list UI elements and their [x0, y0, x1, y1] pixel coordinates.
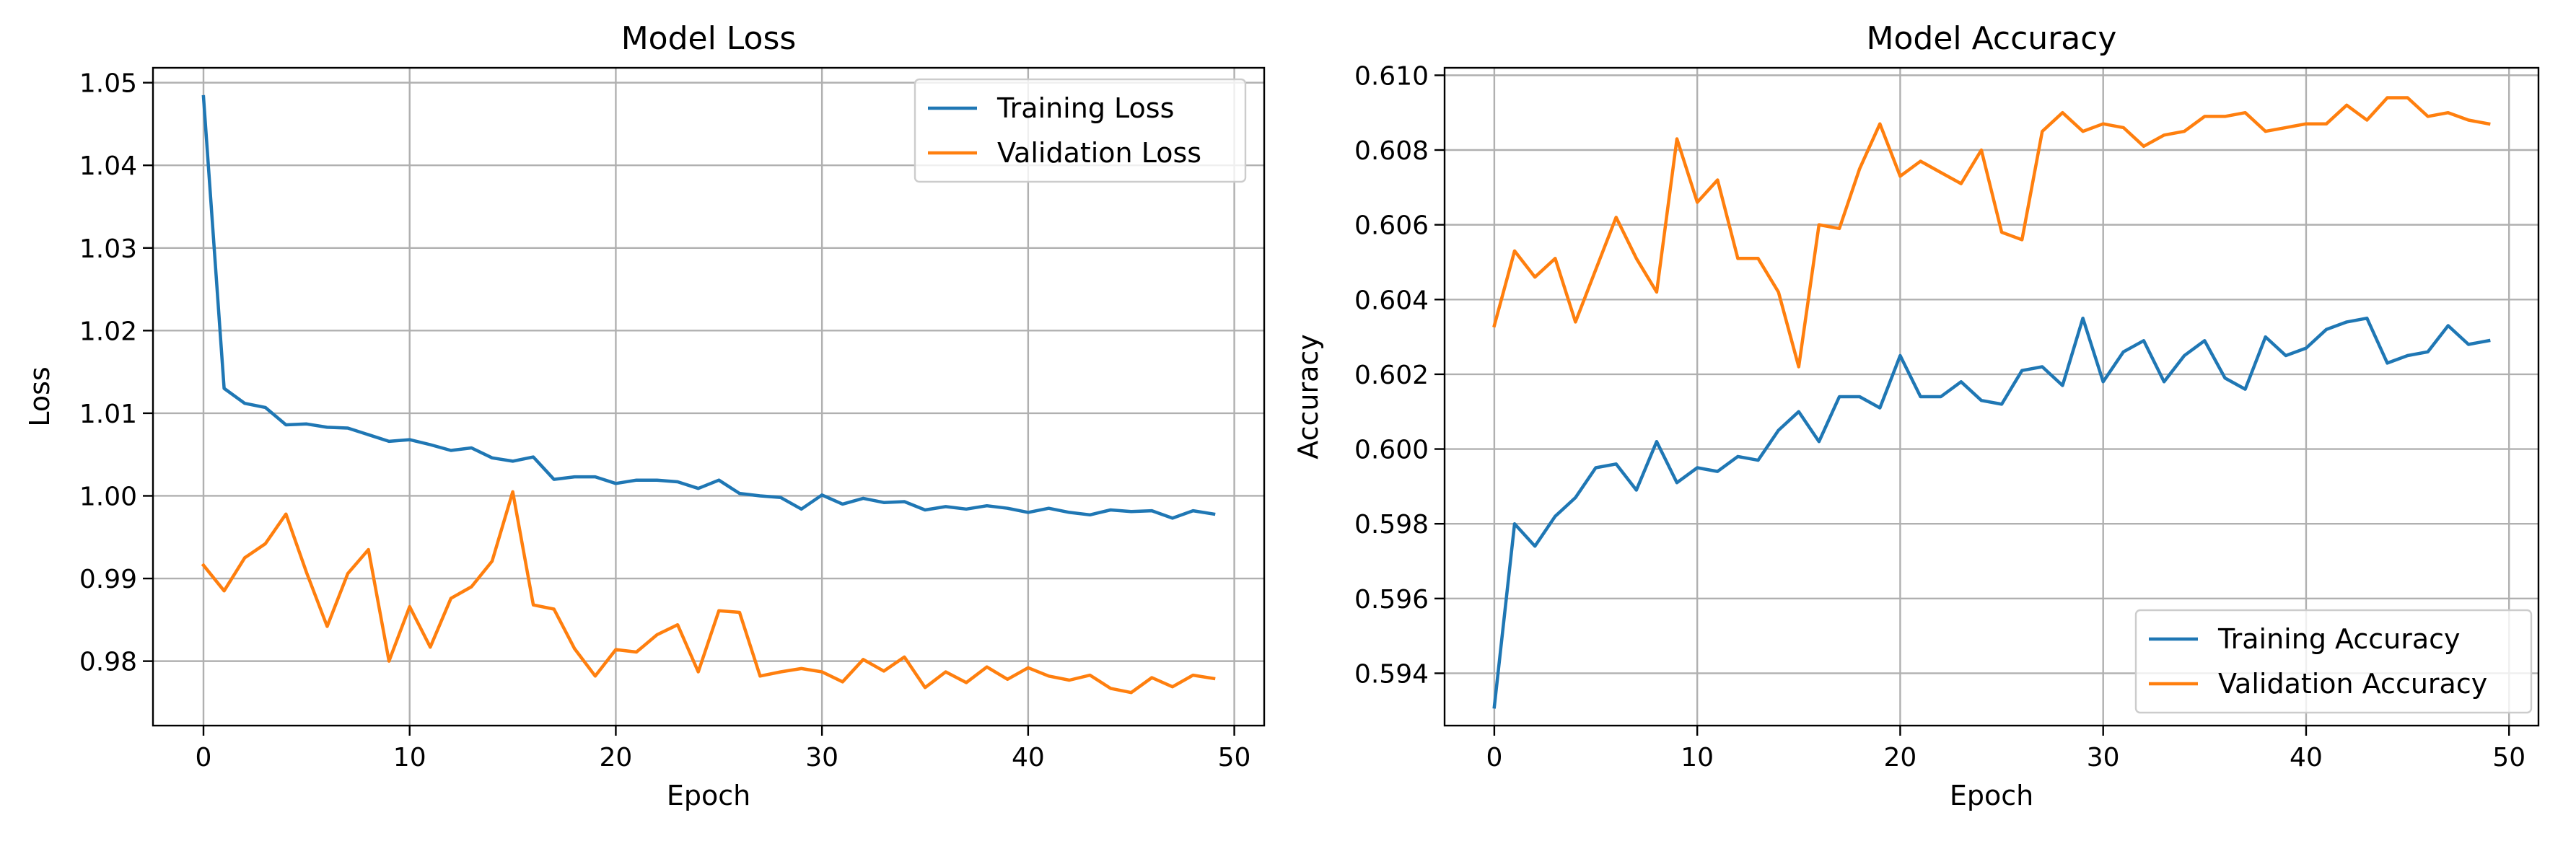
y-tick-label: 1.03	[79, 234, 137, 264]
x-tick-label: 20	[600, 743, 633, 772]
legend-box	[2134, 609, 2533, 714]
y-axis-label: Accuracy	[1292, 334, 1324, 459]
plot-frame	[152, 66, 1266, 727]
x-axis-label: Epoch	[1950, 780, 2033, 811]
y-tick-label: 1.05	[79, 69, 137, 99]
y-tick-label: 0.594	[1354, 659, 1429, 689]
x-tick-label: 20	[1884, 743, 1917, 772]
y-tick-label: 1.00	[79, 482, 137, 511]
series-line-training-accuracy	[1492, 316, 2491, 709]
x-tick-label: 50	[1218, 743, 1251, 772]
series-line-validation-loss	[201, 490, 1216, 695]
y-tick-label: 0.606	[1354, 211, 1429, 241]
y-axis-label: Loss	[24, 366, 56, 426]
y-tick-label: 0.98	[79, 648, 137, 677]
legend: Training Loss Validation Loss	[914, 78, 1247, 183]
x-tick-label: 0	[1486, 743, 1502, 772]
x-axis-label: Epoch	[667, 780, 750, 811]
x-tick-label: 50	[2492, 743, 2525, 772]
y-tick-label: 0.598	[1354, 510, 1429, 540]
y-tick-label: 0.608	[1354, 136, 1429, 166]
y-tick-label: 0.602	[1354, 361, 1429, 390]
y-tick-label: 0.610	[1354, 61, 1429, 91]
plot-frame	[1443, 66, 2540, 727]
chart-panel-2: 0 10 20 30 40 50 0.594 0.596 0.598 0.600 0.602 0.60…	[1292, 20, 2540, 811]
y-tick-label: 1.02	[79, 317, 137, 346]
x-tick-label: 10	[1681, 743, 1714, 772]
x-tick-label: 10	[393, 743, 426, 772]
legend-label: Training Loss	[996, 92, 1174, 124]
y-tick-label: 1.04	[79, 151, 137, 181]
chart-title: Model Loss	[621, 20, 797, 57]
series-line-validation-accuracy	[1492, 96, 2491, 369]
y-tick-label: 0.596	[1354, 585, 1429, 615]
legend-label: Training Accuracy	[2217, 623, 2461, 655]
y-tick-label: 0.604	[1354, 286, 1429, 315]
chart-title: Model Accuracy	[1867, 20, 2117, 57]
y-tick-label: 0.600	[1354, 436, 1429, 465]
legend-box	[914, 78, 1247, 183]
y-tick-label: 1.01	[79, 400, 137, 429]
x-tick-label: 40	[1012, 743, 1045, 772]
x-tick-label: 0	[196, 743, 212, 772]
y-tick-label: 0.99	[79, 565, 137, 594]
legend-label: Validation Loss	[997, 137, 1201, 169]
x-tick-label: 30	[805, 743, 838, 772]
legend-label: Validation Accuracy	[2218, 668, 2487, 700]
chart-panel-1: 0 10 20 30 40 50 0.98 0.99 1.00 1.01 1.02 1.03 1.04 1…	[24, 20, 1266, 811]
x-tick-label: 30	[2087, 743, 2120, 772]
series-line-training-loss	[201, 94, 1216, 520]
legend: Training Accuracy Validation Accuracy	[2134, 609, 2533, 714]
x-tick-label: 40	[2290, 743, 2323, 772]
